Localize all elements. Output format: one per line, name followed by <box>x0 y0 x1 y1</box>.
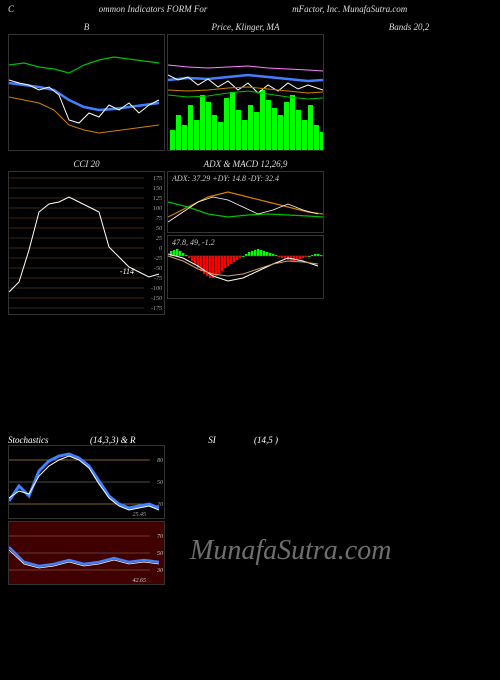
title-cci: CCI 20 <box>8 157 165 171</box>
header-center-right: mFactor, Inc. MunafaSutra.com <box>292 4 407 14</box>
watermark: MunafaSutra.com <box>190 535 391 567</box>
header-center-left: ommon Indicators FORM For <box>99 4 208 14</box>
stoch-params: (14,3,3) & R <box>90 435 170 445</box>
svg-text:70: 70 <box>157 534 163 540</box>
panel-adx-macd-stack: ADX: 37.29 +DY: 14.8 -DY: 32.4 47.8, 49,… <box>167 171 324 315</box>
svg-text:125: 125 <box>153 196 162 202</box>
header-left: C <box>8 4 14 14</box>
svg-text:150: 150 <box>153 186 162 192</box>
svg-text:25.45: 25.45 <box>133 511 147 518</box>
panel-macd: 47.8, 49, -1.2 <box>167 235 324 299</box>
panel-bb <box>8 34 165 151</box>
panel-price <box>167 34 324 151</box>
title-bb: B <box>8 20 165 34</box>
svg-text:0: 0 <box>159 246 162 252</box>
stoch-title: Stochastics <box>8 435 88 445</box>
svg-text:-25: -25 <box>154 256 162 262</box>
page-header: C ommon Indicators FORM For mFactor, Inc… <box>0 0 500 16</box>
chart-stoch-bottom: 70 50 30 42.65 <box>9 522 164 584</box>
mid-titles-row: CCI 20 ADX & MACD 12,26,9 <box>0 157 500 171</box>
stoch-right: (14,5 ) <box>254 435 492 445</box>
title-price: Price, Klinger, MA <box>167 20 324 34</box>
panel-cci: 175 150 125 100 75 50 25 0 -25 -50 -75 -100 -150 -175… <box>8 171 165 315</box>
svg-text:50: 50 <box>157 480 163 486</box>
top-titles-row: B Price, Klinger, MA Bands 20,2 <box>0 20 500 34</box>
svg-text:-75: -75 <box>154 276 162 282</box>
stoch-si: SI <box>172 435 252 445</box>
svg-text:30: 30 <box>156 568 163 574</box>
svg-text:100: 100 <box>153 206 162 212</box>
svg-text:175: 175 <box>153 176 162 182</box>
cci-value-label: -114 <box>120 267 134 276</box>
panel-adx: ADX: 37.29 +DY: 14.8 -DY: 32.4 <box>167 171 324 233</box>
top-panels-row <box>0 34 500 151</box>
title-bands: Bands 20,2 <box>326 20 492 34</box>
stoch-panels: 80502025.45 70503042.65 <box>0 445 173 585</box>
title-adx: ADX & MACD 12,26,9 <box>167 157 324 171</box>
mid-panels-row: 175 150 125 100 75 50 25 0 -25 -50 -75 -100 -150 -175… <box>0 171 500 315</box>
svg-text:42.65: 42.65 <box>133 577 147 584</box>
svg-text:80: 80 <box>157 458 163 464</box>
panel-stoch-top: 80502025.45 <box>8 445 165 519</box>
svg-text:75: 75 <box>156 216 162 222</box>
chart-price <box>168 35 323 150</box>
svg-text:-50: -50 <box>154 266 162 272</box>
chart-bb <box>9 35 164 150</box>
stoch-header-row: Stochastics (14,3,3) & R SI (14,5 ) <box>0 435 500 445</box>
svg-text:50: 50 <box>156 226 162 232</box>
chart-cci: 175 150 125 100 75 50 25 0 -25 -50 -75 -100 -150 -175 <box>9 172 164 314</box>
svg-text:-100: -100 <box>151 286 162 292</box>
svg-text:-175: -175 <box>151 306 162 312</box>
adx-label: ADX: 37.29 +DY: 14.8 -DY: 32.4 <box>172 174 279 183</box>
svg-text:25: 25 <box>156 236 162 242</box>
svg-text:-150: -150 <box>151 296 162 302</box>
svg-text:50: 50 <box>157 551 163 557</box>
panel-stoch-bottom: 70 50 30 42.65 <box>8 521 165 585</box>
chart-stoch-top: 80502025.45 <box>9 446 164 518</box>
macd-label: 47.8, 49, -1.2 <box>172 238 215 247</box>
